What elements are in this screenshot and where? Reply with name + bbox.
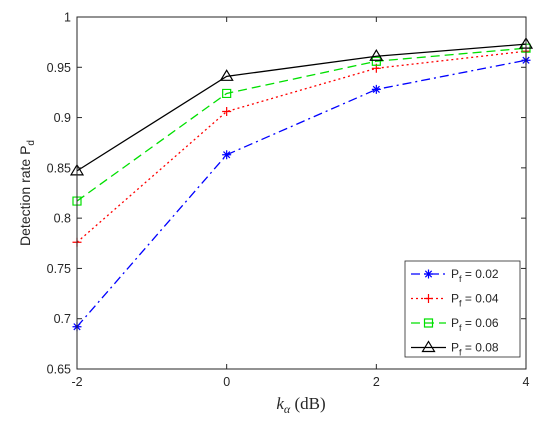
legend-label: Pf = 0.02 [451, 267, 499, 284]
x-tick-label: -2 [71, 375, 82, 389]
y-tick-label: 0.85 [47, 161, 71, 175]
legend-entry: Pf = 0.08 [411, 340, 499, 358]
legend-marker [424, 294, 433, 303]
y-tick-label: 0.95 [47, 61, 71, 75]
data-point [222, 88, 232, 99]
y-tick-label: 0.8 [54, 212, 71, 226]
y-tick-label: 0.65 [47, 363, 71, 377]
y-tick-label: 0.75 [47, 262, 71, 276]
data-point [222, 150, 232, 160]
legend-label: Pf = 0.04 [451, 292, 499, 309]
legend-entry: Pf = 0.06 [411, 316, 499, 333]
series-line [76, 47, 527, 202]
y-axis-label: Detection rate Pd [17, 140, 37, 246]
series-line [76, 50, 527, 243]
data-point [371, 84, 381, 94]
x-tick-label: 2 [373, 375, 380, 389]
data-point [219, 69, 234, 81]
series-line [76, 43, 527, 172]
legend-marker [421, 340, 436, 353]
data-point [371, 56, 381, 66]
series-layer [69, 36, 534, 332]
y-tick-label: 0.9 [54, 111, 71, 125]
legend: Pf = 0.02 Pf = 0.04 Pf = 0.06 Pf = 0.08 [404, 260, 521, 358]
x-axis-label: kα (dB) [276, 394, 325, 416]
legend-box [404, 260, 521, 358]
plot-frame [76, 16, 527, 370]
data-point [222, 107, 232, 117]
y-tick-label: 1 [64, 11, 71, 25]
data-point [72, 196, 82, 206]
legend-marker [424, 269, 433, 279]
data-point [521, 43, 531, 53]
x-tick-label: 0 [223, 375, 230, 389]
series-3 [72, 43, 531, 206]
legend-marker [423, 318, 434, 328]
legend-entry: Pf = 0.02 [411, 267, 499, 284]
tick-layer: 0.65 0.7 0.75 0.8 0.85 0.9 0.95 1 -2 0 2 4 [47, 11, 530, 390]
legend-entry: Pf = 0.04 [411, 292, 499, 309]
y-tick-label: 0.7 [54, 312, 71, 326]
series-line [76, 59, 527, 328]
data-point [369, 49, 384, 61]
x-tick-label: 4 [523, 375, 530, 389]
legend-items: Pf = 0.02 Pf = 0.04 Pf = 0.06 Pf = 0.08 [411, 267, 499, 358]
legend-label: Pf = 0.08 [451, 341, 499, 358]
legend-label: Pf = 0.06 [451, 316, 499, 333]
